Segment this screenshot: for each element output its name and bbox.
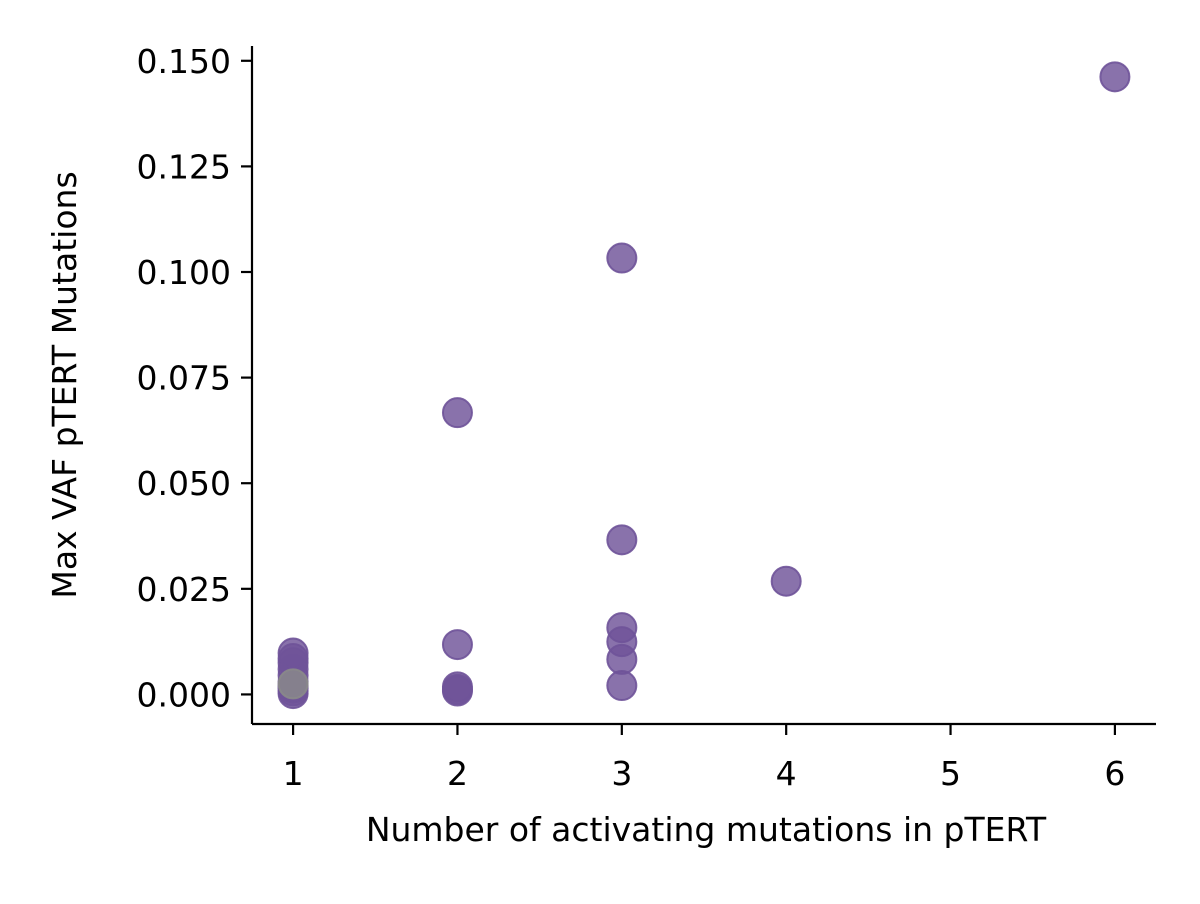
scatter-point bbox=[606, 524, 638, 556]
y-tick-label: 0.000 bbox=[137, 675, 231, 714]
y-axis-title: Max VAF pTERT Mutations bbox=[45, 171, 84, 598]
data-points bbox=[277, 61, 1131, 710]
scatter-point bbox=[441, 397, 473, 429]
x-tick-label: 4 bbox=[776, 754, 797, 793]
y-axis-ticks: 0.000 0.025 0.050 0.075 0.100 0.125 0.150 bbox=[137, 42, 252, 714]
scatter-point bbox=[277, 668, 309, 700]
x-tick-label: 5 bbox=[940, 754, 961, 793]
scatter-point bbox=[606, 242, 638, 274]
axes bbox=[250, 46, 1156, 726]
scatter-point bbox=[606, 612, 638, 644]
x-tick-label: 2 bbox=[447, 754, 468, 793]
scatter-point bbox=[770, 565, 802, 597]
scatter-point bbox=[441, 629, 473, 661]
scatter-point bbox=[277, 637, 309, 669]
x-axis-ticks: 1 2 3 4 5 6 bbox=[283, 724, 1125, 793]
x-tick-label: 1 bbox=[283, 754, 304, 793]
y-tick-label: 0.025 bbox=[137, 570, 231, 609]
y-tick-label: 0.150 bbox=[137, 42, 231, 81]
scatter-point bbox=[606, 670, 638, 702]
x-tick-label: 3 bbox=[611, 754, 632, 793]
y-tick-label: 0.100 bbox=[137, 253, 231, 292]
y-tick-label: 0.125 bbox=[137, 147, 231, 186]
scatter-point bbox=[441, 671, 473, 703]
scatter-point bbox=[1099, 61, 1131, 93]
x-axis-title: Number of activating mutations in pTERT bbox=[366, 810, 1047, 849]
x-tick-label: 6 bbox=[1104, 754, 1125, 793]
y-tick-label: 0.050 bbox=[137, 464, 231, 503]
y-tick-label: 0.075 bbox=[137, 359, 231, 398]
